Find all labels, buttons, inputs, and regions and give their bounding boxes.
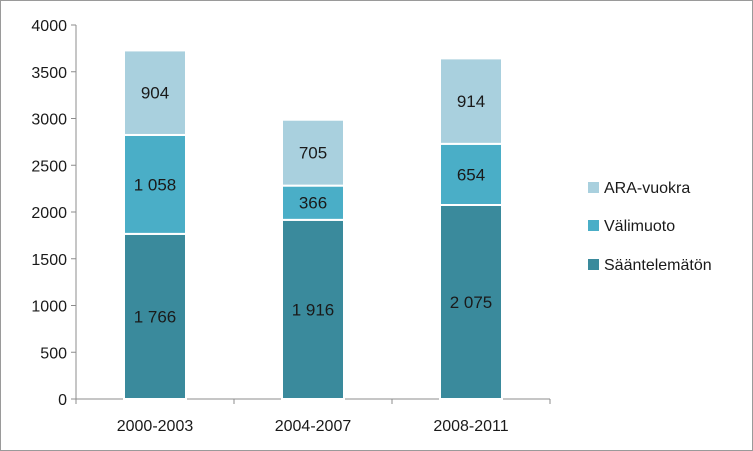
bar-segment bbox=[281, 184, 345, 221]
data-label: 654 bbox=[457, 165, 485, 184]
bar-segment bbox=[281, 218, 345, 400]
legend-label: Sääntelemätön bbox=[604, 257, 712, 274]
legend-swatch bbox=[588, 182, 599, 193]
data-label: 366 bbox=[299, 194, 327, 213]
x-tick-label: 2008-2011 bbox=[433, 418, 508, 435]
y-tick-label: 1500 bbox=[31, 252, 67, 269]
bar-segment bbox=[439, 142, 503, 206]
y-tick-label: 3500 bbox=[31, 65, 67, 82]
legend-swatch bbox=[588, 259, 599, 270]
data-label: 705 bbox=[299, 144, 327, 163]
x-tick-label: 2000-2003 bbox=[117, 418, 194, 435]
data-label: 914 bbox=[457, 92, 485, 111]
legend-swatch bbox=[588, 220, 599, 231]
y-tick-label: 1000 bbox=[31, 299, 67, 316]
bar-segment bbox=[439, 57, 503, 145]
x-tick-label: 2004-2007 bbox=[275, 418, 352, 435]
y-tick-label: 2000 bbox=[31, 205, 67, 222]
y-tick-label: 4000 bbox=[31, 18, 67, 35]
bar-segment bbox=[123, 232, 187, 400]
legend-label: Välimuoto bbox=[604, 218, 675, 235]
y-tick-label: 500 bbox=[40, 345, 67, 362]
data-label: 1 916 bbox=[292, 300, 335, 319]
data-label: 1 058 bbox=[134, 175, 177, 194]
y-tick-label: 3000 bbox=[31, 112, 67, 129]
bar-segment bbox=[281, 118, 345, 187]
y-tick-label: 2500 bbox=[31, 158, 67, 175]
data-label: 1 766 bbox=[134, 307, 177, 326]
data-label: 904 bbox=[141, 84, 169, 103]
legend-label: ARA-vuokra bbox=[604, 180, 690, 197]
y-tick-label: 0 bbox=[58, 392, 67, 409]
data-label: 2 075 bbox=[450, 293, 493, 312]
bar-segment bbox=[123, 49, 187, 136]
